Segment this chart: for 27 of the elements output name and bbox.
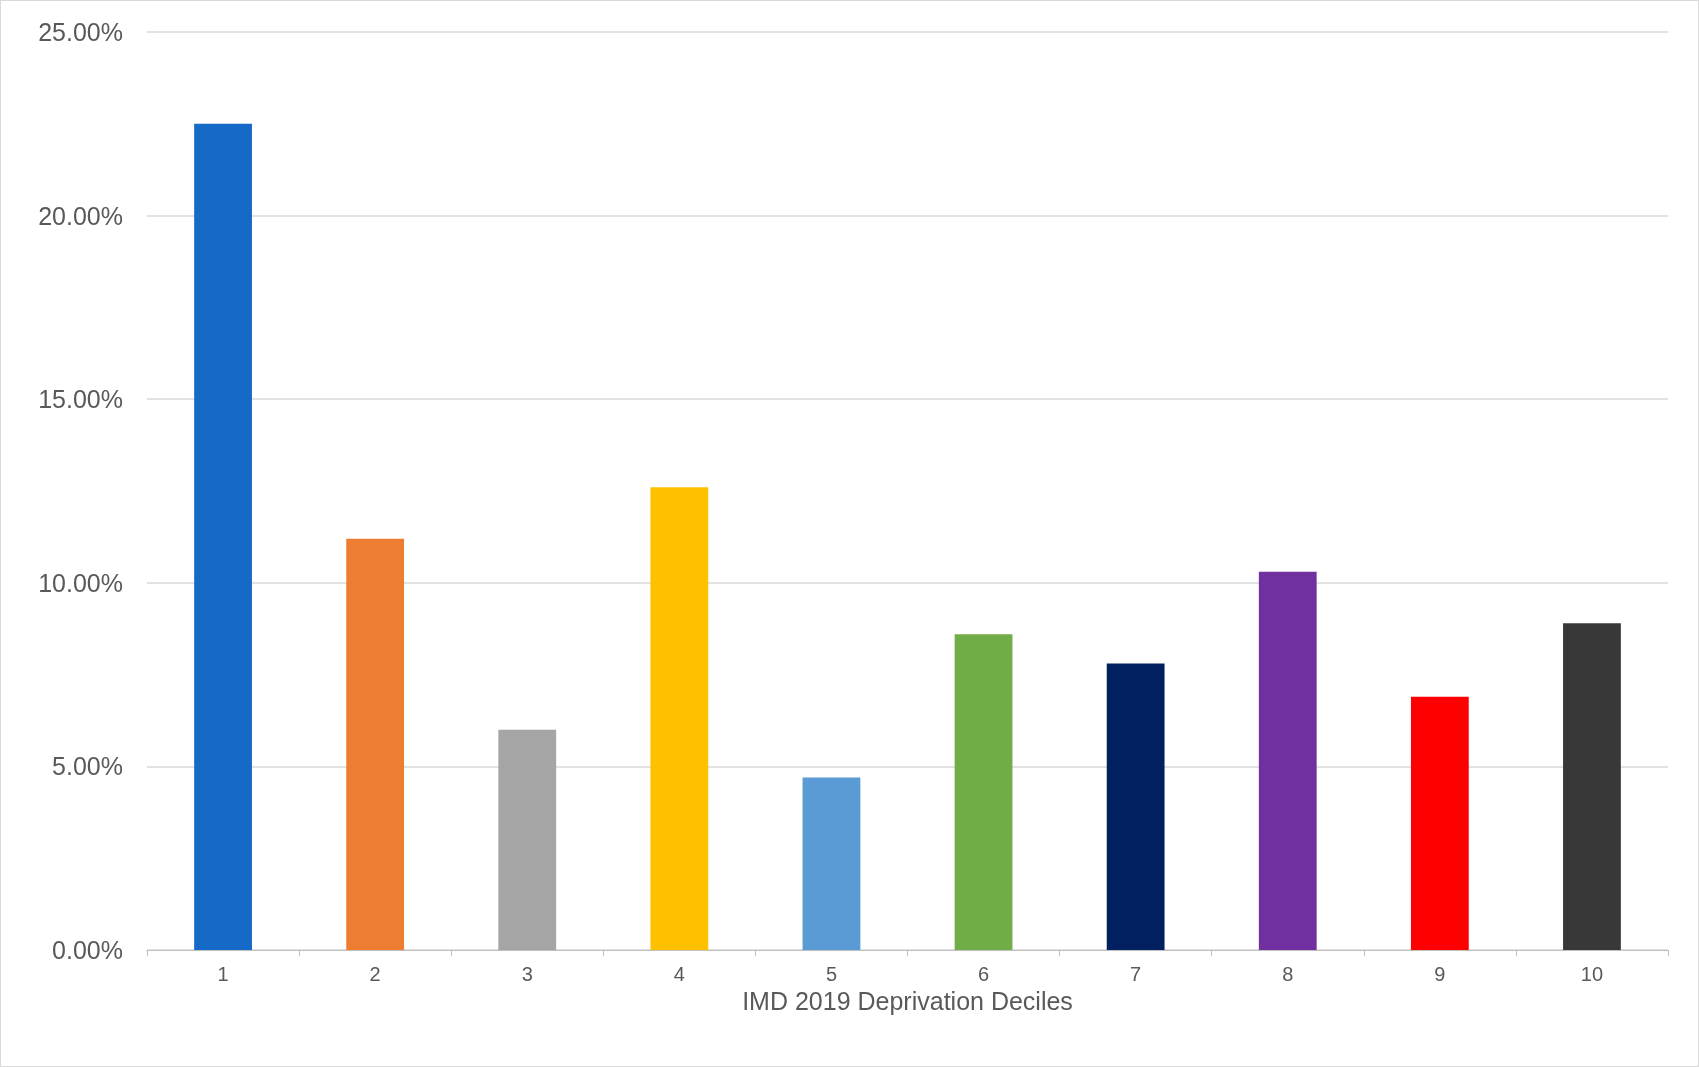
bar [1258,571,1317,950]
y-tick-label: 10.00% [38,568,123,597]
x-tick-label: 9 [1434,963,1446,985]
y-tick-label: 25.00% [38,18,123,46]
x-tick-label: 2 [369,963,381,985]
bar [1410,696,1469,950]
bar [1563,623,1621,950]
x-tick-label: 7 [1130,963,1142,985]
bar [194,123,252,950]
bar [650,487,709,950]
x-tick-label: 3 [521,963,533,985]
x-tick-label: 4 [673,963,685,985]
x-tick-label: 8 [1282,963,1294,985]
y-tick-label: 15.00% [38,385,123,414]
x-tick-label: 6 [977,963,990,985]
y-tick-label: 0.00% [52,936,123,964]
y-tick-label: 20.00% [38,201,123,230]
x-tick-label: 1 [217,963,229,985]
bar [346,538,405,950]
bar [498,729,557,950]
x-axis-title: IMD 2019 Deprivation Deciles [742,987,1073,1016]
bar [802,777,861,950]
bar [954,634,1013,950]
x-tick-label: 10 [1580,963,1604,985]
x-tick-label: 5 [825,963,838,985]
bar [1106,663,1165,950]
y-tick-label: 5.00% [52,752,123,781]
